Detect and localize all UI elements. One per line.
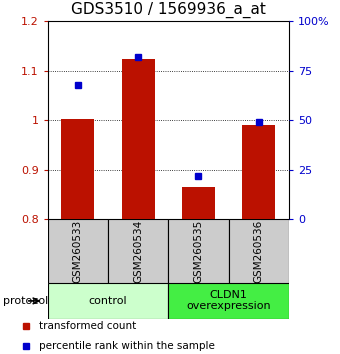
Bar	[108, 219, 168, 283]
Text: CLDN1
overexpression: CLDN1 overexpression	[186, 291, 271, 311]
Text: control: control	[89, 296, 127, 306]
Bar	[182, 187, 215, 219]
Bar	[168, 283, 289, 319]
Text: GSM260536: GSM260536	[254, 220, 264, 283]
Text: GSM260533: GSM260533	[73, 220, 83, 283]
Bar	[48, 219, 108, 283]
Bar	[228, 219, 289, 283]
Bar	[168, 219, 228, 283]
Text: GSM260535: GSM260535	[193, 220, 203, 283]
Bar	[61, 119, 95, 219]
Text: protocol: protocol	[3, 296, 49, 306]
Text: transformed count: transformed count	[39, 321, 136, 331]
Text: percentile rank within the sample: percentile rank within the sample	[39, 341, 215, 351]
Bar	[121, 59, 155, 219]
Title: GDS3510 / 1569936_a_at: GDS3510 / 1569936_a_at	[71, 2, 266, 18]
Bar	[242, 125, 275, 219]
Text: GSM260534: GSM260534	[133, 220, 143, 283]
Bar	[48, 283, 168, 319]
